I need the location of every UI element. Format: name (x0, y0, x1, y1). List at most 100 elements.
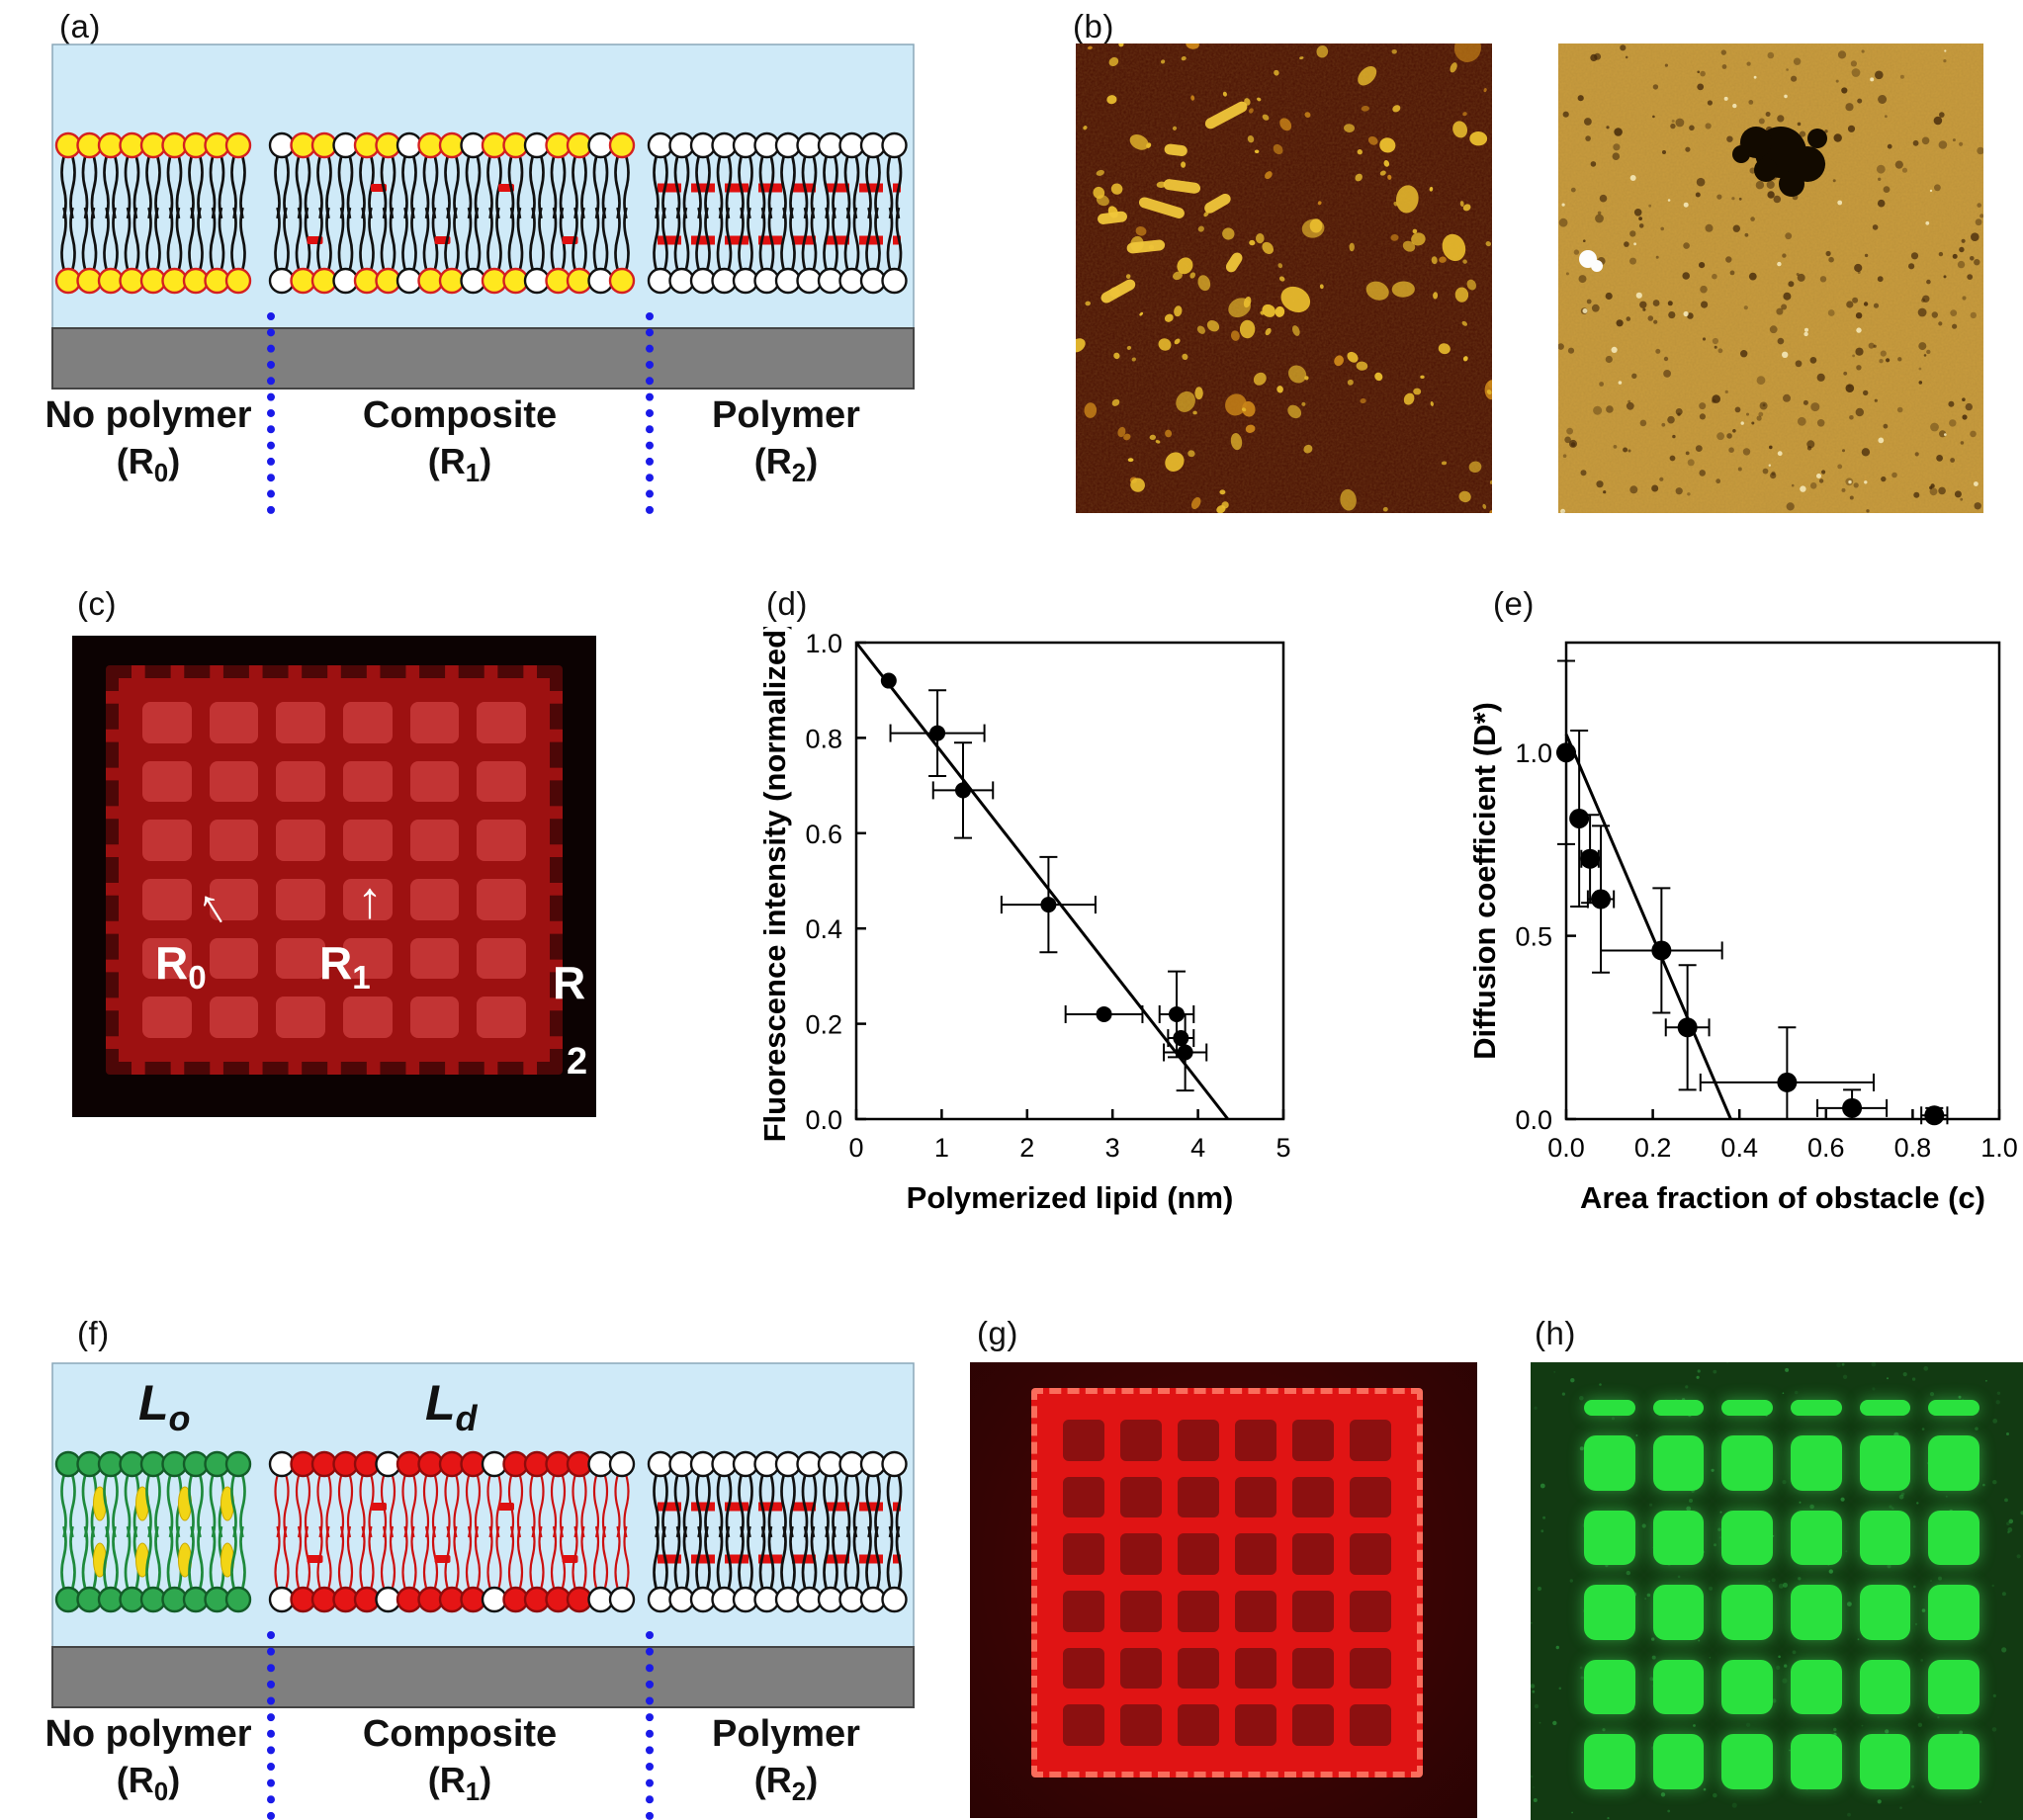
region-divider-icon (267, 312, 275, 514)
corral-cell (1178, 1704, 1219, 1746)
corral-cell (1350, 1591, 1391, 1632)
svg-text:3: 3 (1105, 1133, 1120, 1163)
corral-cell (1178, 1647, 1219, 1690)
corral-cell (1584, 1400, 1635, 1416)
svg-text:0.4: 0.4 (1720, 1133, 1758, 1163)
svg-text:0.2: 0.2 (805, 1010, 842, 1040)
corral-cell (1652, 1734, 1705, 1789)
corral-cell (477, 937, 526, 980)
corral-cell (343, 937, 393, 980)
corral-cell (1791, 1659, 1842, 1715)
region-divider-icon (646, 1631, 654, 1820)
corral-cell (1859, 1585, 1911, 1640)
panel-label-c: (c) (77, 585, 117, 622)
corral-cell (343, 879, 393, 920)
svg-text:0.6: 0.6 (805, 820, 842, 849)
corral-cell (276, 820, 325, 861)
panel-label-f: (f) (77, 1315, 110, 1351)
region-divider-icon (267, 1631, 275, 1820)
chart-fluorescence-vs-polymerized-lipid: 0 1 2 3 4 5 0.0 0.2 0.4 0.6 0.8 1.0 Polymerized lipi… (757, 627, 1291, 1215)
corral-cell (1721, 1659, 1773, 1715)
corral-cell (276, 997, 325, 1038)
up-arrow-icon: ↑ (357, 872, 383, 929)
corral-cell (477, 879, 526, 920)
corral-cell (209, 702, 259, 743)
corral-cell (477, 702, 526, 743)
corral-cell (1584, 1435, 1635, 1491)
corral-cell (142, 879, 192, 920)
corral-cell (209, 820, 259, 861)
region-label-no-polymer: No polymer (R0) (5, 394, 292, 488)
corral-cell (1928, 1585, 1979, 1640)
svg-text:1.0: 1.0 (1980, 1133, 2018, 1163)
panel-label-d: (d) (766, 585, 808, 622)
region-symbol: (R2) (753, 1759, 819, 1806)
corral-cell (1235, 1476, 1276, 1518)
corral-cell (276, 879, 325, 920)
corral-cell (1859, 1659, 1911, 1715)
corral-cell (1178, 1476, 1219, 1518)
corral-cell (142, 820, 192, 861)
corral-cell (1859, 1510, 1911, 1566)
svg-text:1.0: 1.0 (805, 629, 842, 658)
svg-text:4: 4 (1190, 1133, 1205, 1163)
region-name: Composite (362, 1713, 558, 1755)
corral-cell (1235, 1704, 1276, 1746)
corral-cell (1721, 1510, 1773, 1566)
svg-text:Fluorescence intensity (normal: Fluorescence intensity (normalized) (757, 627, 792, 1142)
corral-cell (1791, 1435, 1842, 1491)
corral-cell (1292, 1533, 1334, 1575)
corral-cell (409, 997, 460, 1038)
corral-cell (1791, 1734, 1842, 1789)
region-label-composite: Composite (R1) (316, 1713, 603, 1807)
corral-cell (1791, 1510, 1842, 1566)
corral-cell (477, 997, 526, 1038)
svg-text:0.4: 0.4 (805, 914, 842, 944)
corral-cell (1178, 1591, 1219, 1632)
corral-cell (1063, 1476, 1104, 1518)
corral-cell (276, 702, 325, 743)
panel-label-h: (h) (1535, 1315, 1576, 1351)
corral-cell (1652, 1510, 1705, 1566)
afm-image-particles (1076, 43, 1492, 513)
corral-cell (1584, 1659, 1635, 1715)
corral-cell (1652, 1400, 1705, 1416)
corral-cell (142, 702, 192, 743)
corral-cell (1584, 1734, 1635, 1789)
region-name: No polymer (44, 1713, 252, 1755)
corral-cell (1292, 1591, 1334, 1632)
corral-cell (1350, 1420, 1391, 1461)
corral-cell (1063, 1420, 1104, 1461)
corral-cell (1928, 1435, 1979, 1491)
corral-cell (1120, 1591, 1162, 1632)
corral-cell (343, 820, 393, 861)
corral-cell (1063, 1591, 1104, 1632)
corral-cell (343, 702, 393, 743)
corral-cell (1721, 1400, 1773, 1416)
corral-cell (1235, 1647, 1276, 1690)
region-name: Polymer (712, 1713, 860, 1755)
svg-text:Area fraction of obstacle (c): Area fraction of obstacle (c) (1580, 1180, 1985, 1215)
phase-label-ld: Ld (425, 1375, 478, 1438)
svg-text:0.5: 0.5 (1515, 922, 1552, 952)
afm-image-polymerized (1558, 43, 1983, 513)
corral-cell (1350, 1704, 1391, 1746)
region-symbol: (R0) (116, 440, 181, 487)
svg-text:0.8: 0.8 (1894, 1133, 1932, 1163)
corral-cell (1859, 1435, 1911, 1491)
corral-cell (1652, 1585, 1705, 1640)
corral-cell (142, 937, 192, 980)
corral-cell (1928, 1659, 1979, 1715)
corral-cell (477, 760, 526, 803)
corral-cell (1292, 1647, 1334, 1690)
svg-text:Polymerized lipid (nm): Polymerized lipid (nm) (907, 1180, 1234, 1215)
region-label-polymer: Polymer (R2) (643, 1713, 929, 1807)
region-symbol: (R1) (427, 440, 492, 487)
corral-cell (409, 879, 460, 920)
corral-cell (209, 879, 259, 920)
corral-cell (1859, 1734, 1911, 1789)
corral-cell (1350, 1476, 1391, 1518)
region-label-no-polymer: No polymer (R0) (5, 1713, 292, 1807)
region-symbol: (R1) (427, 1759, 492, 1806)
corral-cell (1120, 1533, 1162, 1575)
